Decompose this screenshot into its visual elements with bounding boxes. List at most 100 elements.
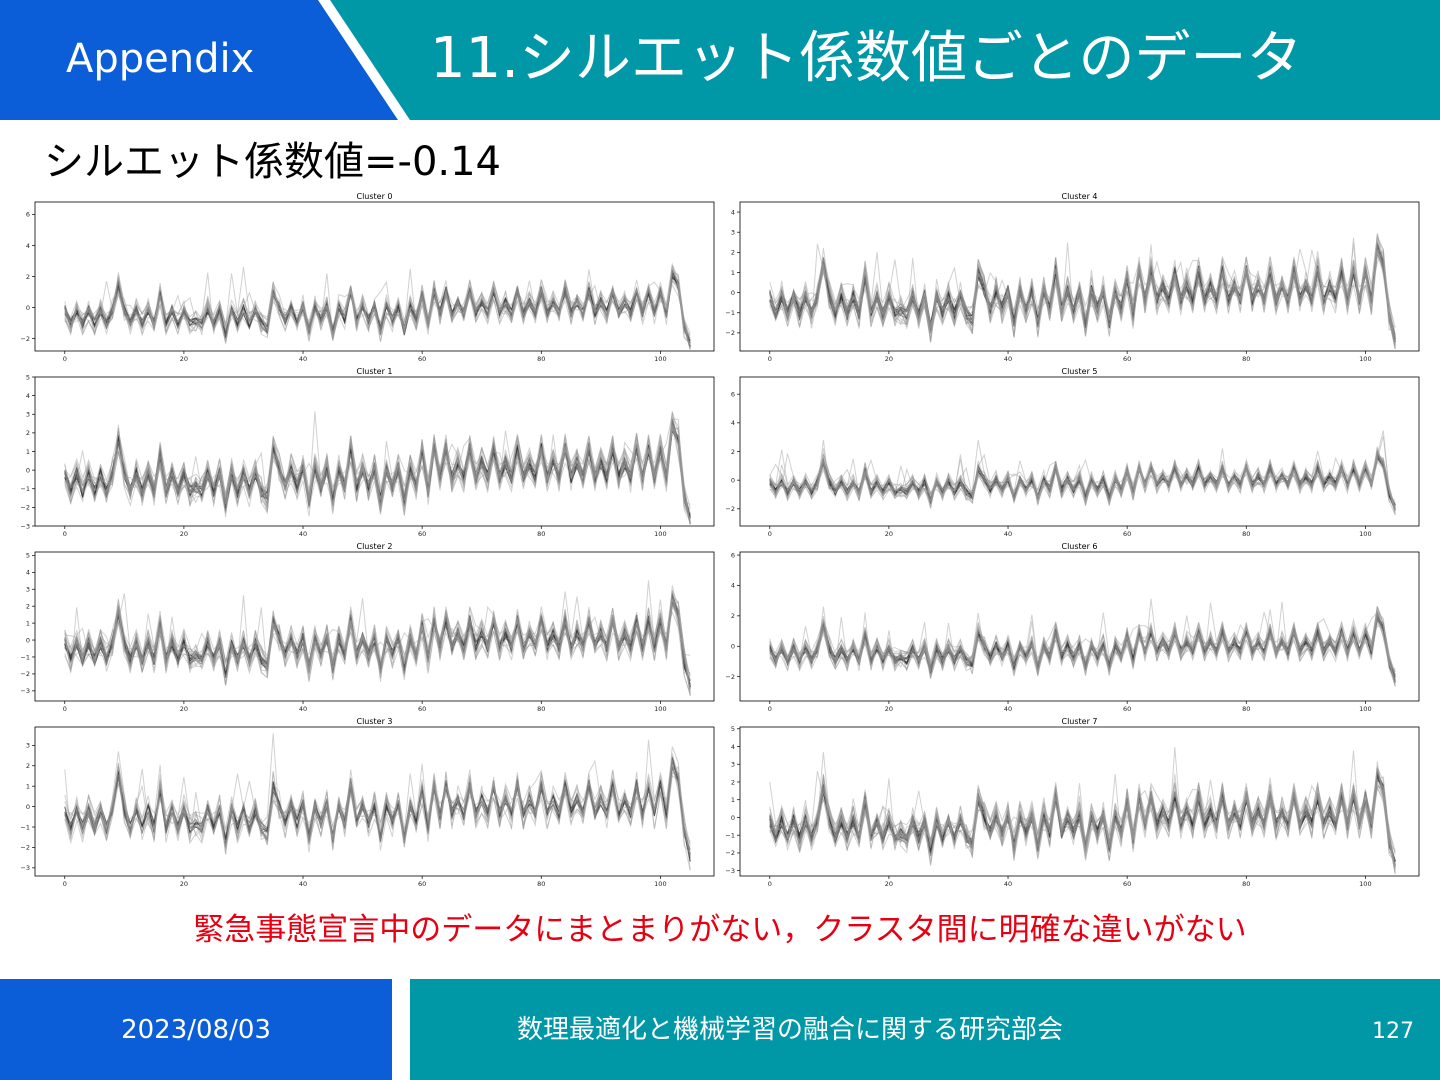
x-tick-label: 80 [1242, 705, 1250, 713]
y-tick-label: 2 [731, 249, 735, 257]
x-tick-label: 40 [1004, 530, 1012, 538]
y-tick-label: −3 [20, 687, 30, 695]
series-line [769, 601, 1396, 679]
y-tick-label: −2 [20, 335, 30, 343]
y-tick-label: 6 [731, 551, 735, 559]
y-tick-label: −3 [20, 864, 30, 872]
x-tick-label: 100 [1359, 880, 1371, 886]
x-tick-label: 20 [885, 705, 893, 713]
series-line [64, 269, 691, 343]
series-line [769, 617, 1396, 683]
y-tick-label: 1 [26, 619, 30, 627]
series-line [769, 750, 1396, 875]
y-tick-label: 0 [26, 466, 30, 474]
x-tick-label: 60 [418, 880, 426, 886]
x-tick-label: 40 [1004, 355, 1012, 363]
chart-title: Cluster 5 [1061, 367, 1097, 376]
series-line [769, 249, 1396, 341]
x-tick-label: 20 [885, 880, 893, 886]
series-line [64, 269, 691, 337]
series-line [769, 766, 1396, 861]
y-tick-label: −2 [20, 504, 30, 512]
y-tick-label: −1 [20, 653, 30, 661]
footer-date: 2023/08/03 [121, 1015, 271, 1045]
x-tick-label: 80 [537, 880, 545, 886]
y-tick-label: −3 [725, 867, 735, 875]
y-tick-label: 0 [26, 803, 30, 811]
x-tick-label: 40 [299, 705, 307, 713]
y-tick-label: 4 [26, 392, 30, 400]
series-line [769, 751, 1396, 868]
chart-frame [739, 201, 1420, 352]
series-line [769, 606, 1396, 687]
chart-title: Cluster 1 [356, 367, 392, 376]
series-line [769, 778, 1396, 866]
x-tick-label: 0 [768, 705, 772, 713]
series-line [769, 451, 1396, 516]
x-tick-label: 80 [1242, 530, 1250, 538]
series-line [769, 235, 1396, 337]
y-tick-label: −2 [725, 849, 735, 857]
series-line [769, 448, 1396, 512]
y-tick-label: 0 [26, 304, 30, 312]
x-tick-label: 100 [654, 705, 666, 713]
series-line [64, 590, 691, 676]
chart-frame [739, 551, 1420, 702]
chart-title: Cluster 7 [1061, 717, 1097, 726]
series-line [64, 598, 691, 695]
series-line [769, 243, 1396, 342]
x-tick-label: 100 [1359, 355, 1371, 363]
series-line [769, 449, 1396, 505]
series-line [64, 763, 691, 855]
x-tick-label: 60 [1123, 880, 1131, 886]
series-line [64, 267, 691, 345]
series-line [769, 456, 1396, 508]
cluster-chart-2: Cluster 2 0 20 40 60 80 100 −3 −2 −1 0 1 2 3 4 5 [20, 542, 715, 713]
y-tick-label: 4 [731, 419, 735, 427]
series-line [64, 418, 691, 520]
x-tick-label: 40 [299, 355, 307, 363]
series-line [64, 266, 691, 350]
x-tick-label: 100 [654, 530, 666, 538]
series-line [769, 767, 1396, 860]
series-line [64, 268, 691, 346]
series-line [64, 426, 691, 521]
series-line [769, 774, 1396, 874]
chart-title: Cluster 2 [356, 542, 392, 551]
series-line [769, 233, 1396, 339]
series-line [769, 606, 1396, 675]
series-line [769, 609, 1396, 682]
series-line [64, 590, 691, 681]
x-tick-label: 60 [1123, 355, 1131, 363]
y-tick-label: 6 [731, 390, 735, 398]
series-line [64, 598, 691, 686]
x-tick-label: 100 [654, 880, 666, 886]
y-tick-label: 3 [26, 586, 30, 594]
y-tick-label: −1 [20, 485, 30, 493]
y-tick-label: 1 [731, 269, 735, 277]
footer-right-panel [410, 979, 1440, 1080]
series-line [64, 765, 691, 871]
x-tick-label: 40 [1004, 880, 1012, 886]
y-tick-label: −2 [20, 670, 30, 678]
y-tick-label: −1 [725, 309, 735, 317]
series-line [64, 733, 691, 857]
y-tick-label: 4 [26, 569, 30, 577]
chart-frame [34, 726, 715, 877]
series-line [64, 753, 691, 871]
series-line [769, 448, 1396, 510]
series-line [769, 237, 1396, 350]
series-line [769, 608, 1396, 680]
series-line [769, 771, 1396, 872]
x-tick-label: 60 [418, 530, 426, 538]
y-tick-label: 3 [731, 761, 735, 769]
x-tick-label: 0 [768, 355, 772, 363]
cluster-chart-1: Cluster 1 0 20 40 60 80 100 −3 −2 −1 0 1 2 3 4 5 [20, 367, 715, 538]
cluster-chart-7: Cluster 7 0 20 40 60 80 100 −3 −2 −1 0 1 2 3 4 5 [725, 717, 1420, 886]
y-tick-label: 3 [26, 411, 30, 419]
series-line [769, 774, 1396, 856]
series-line [769, 439, 1396, 516]
series-line [769, 746, 1396, 861]
slide-title: 11.シルエット係数値ごとのデータ [430, 26, 1303, 91]
series-line [64, 423, 691, 525]
